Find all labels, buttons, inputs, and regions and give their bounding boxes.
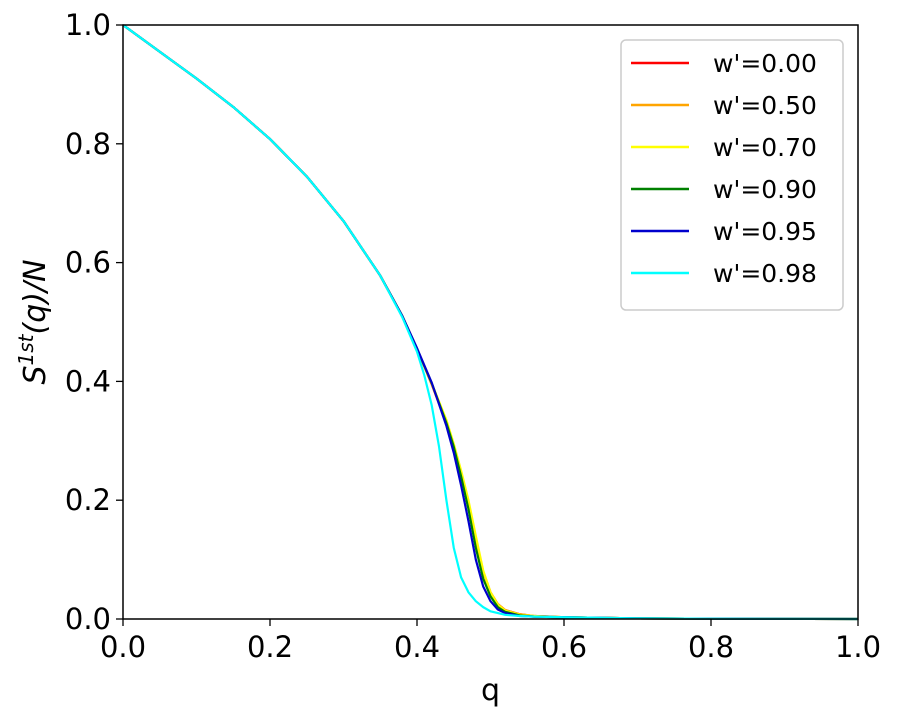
ticks-layer: 0.0 0.2 0.4 0.6 0.8 1.0 0.0 0.2 0.4 0.6 0.8 1.0 [65, 8, 881, 664]
legend-label: w'=0.98 [713, 259, 817, 288]
x-axis-label: q [481, 673, 500, 708]
x-tick-label: 0.6 [541, 630, 587, 664]
y-tick-label: 0.6 [65, 246, 111, 280]
y-tick-label: 0.0 [65, 602, 111, 636]
legend-label: w'=0.95 [713, 217, 817, 246]
y-axis-label-sup: 1st [14, 333, 38, 365]
series-line-5 [122, 24, 859, 621]
y-axis-label: S1st(q)/N [14, 259, 53, 384]
series-layer [122, 24, 859, 621]
legend-label: w'=0.50 [713, 91, 817, 120]
legend-label: w'=0.00 [713, 49, 817, 78]
y-tick-label: 0.2 [65, 483, 111, 517]
x-tick-label: 0.4 [394, 630, 440, 664]
legend-label: w'=0.90 [713, 175, 817, 204]
legend-box [620, 39, 844, 311]
legend: w'=0.00 w'=0.50 w'=0.70 w'=0.90 w'=0.95 w'=0.… [620, 39, 844, 311]
y-tick-label: 1.0 [65, 8, 111, 42]
x-tick-label: 0.2 [247, 630, 293, 664]
legend-label: w'=0.70 [713, 133, 817, 162]
x-tick-label: 0.8 [688, 630, 734, 664]
x-tick-label: 1.0 [835, 630, 881, 664]
y-axis-label-rest: (q)/N [18, 259, 53, 334]
y-axis-label-base: S [18, 365, 53, 384]
plot-frame [122, 24, 859, 620]
y-tick-label: 0.8 [65, 127, 111, 161]
x-tick-label: 0.0 [100, 630, 146, 664]
y-tick-label: 0.4 [65, 364, 111, 398]
